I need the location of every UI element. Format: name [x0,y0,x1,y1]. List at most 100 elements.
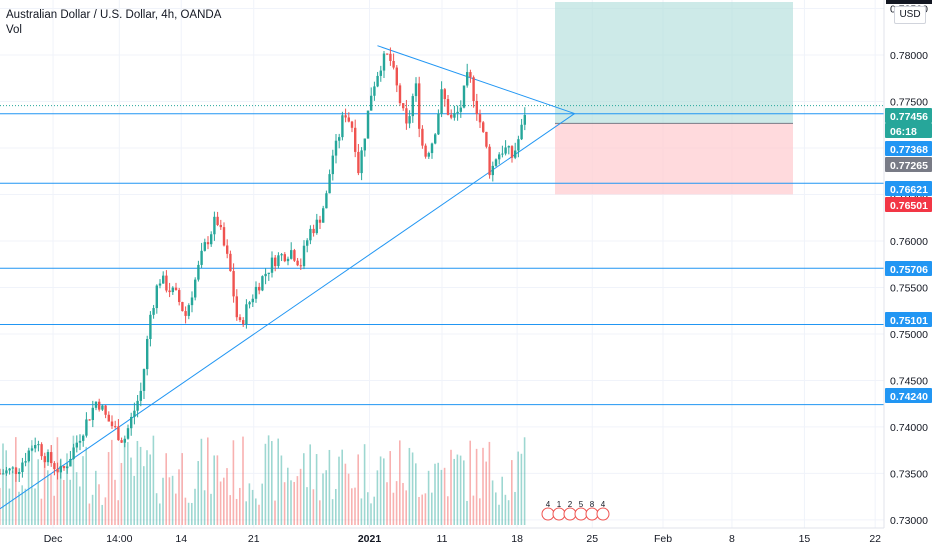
candle [85,412,88,438]
volume-bar [24,488,27,525]
volume-bar [5,450,7,525]
price-tick-label: 0.75500 [890,282,928,294]
candle [162,271,165,284]
take-profit-zone [555,2,793,124]
symbol-title[interactable]: Australian Dollar / U.S. Dollar, 4h, OAN… [6,9,222,21]
price-tick-label: 0.76000 [890,236,928,248]
candle [5,466,8,476]
volume-bar [495,492,497,525]
candle [14,467,18,482]
volume-bar [88,503,91,525]
currency-label[interactable]: USD [894,6,926,24]
time-tick-label: 14 [175,533,187,545]
candle [357,143,360,176]
price-label-text: 0.77265 [890,160,928,172]
time-tick-label: 21 [248,533,260,545]
volume-bar [504,494,507,525]
candle-body [146,339,149,370]
volume-bar [175,493,177,525]
price-label-bg [885,181,932,196]
candle-body [226,245,229,254]
volume-bar [379,456,382,525]
candle-body [482,122,485,132]
volume-bar [328,449,331,525]
volume-bar [111,439,113,525]
candle-body [354,127,357,152]
trend-lines[interactable] [0,45,575,510]
volume-bar [466,500,468,525]
price-label-position-entry: 0.77265 [885,157,932,172]
volume-bar [136,440,139,525]
volume-bar [463,460,465,525]
candle-body [517,139,520,151]
volume-bar [507,500,510,525]
candle-body [72,447,75,459]
candle-body [91,407,94,421]
candle-body [59,465,62,473]
volume-bar [232,440,235,525]
candle-body [274,257,277,267]
volume-bar [299,468,302,525]
candle [194,277,197,301]
volume-bar [459,455,462,525]
candle [43,452,46,468]
volume-bar [200,438,203,525]
candle-body [123,438,126,443]
candle [62,465,66,471]
candle-body [299,265,302,267]
candle [174,282,178,291]
price-label-bg [885,157,932,172]
time-tick-label: 18 [511,533,523,545]
time-tick-label: 2021 [358,533,382,545]
volume-bar [443,467,446,525]
candle [504,140,507,156]
volume-bar [395,481,398,525]
price-label-horizontal-line: 0.75101 [885,312,932,327]
candle-body [411,96,414,117]
volume-indicator-label[interactable]: Vol [6,24,22,36]
candle [229,250,232,272]
candle-body [514,150,517,158]
candle-body [312,228,315,234]
candle-body [501,153,504,155]
candle [248,300,251,309]
candle [338,133,341,149]
candle-body [370,95,373,111]
volume-bar [456,454,459,525]
price-label-bg [885,108,932,123]
candle-body [395,67,398,86]
candle-body [254,286,258,299]
candle [274,255,277,272]
time-axis[interactable]: Dec 14:00 14 21 2021 11 18 25 Feb 8 15 22 [0,527,884,545]
candle-body [130,416,133,429]
price-label-bg [885,123,932,138]
candle [0,468,2,475]
candle [213,211,216,241]
volume-bar [373,496,375,525]
volume-bar [424,493,427,525]
volume-bar [75,472,78,525]
candle [235,289,238,321]
candle-body [43,456,46,463]
candle-body [187,305,190,316]
candle-body [133,410,136,417]
volume-bar [392,492,395,525]
candle-body [357,151,360,174]
volume-bar [389,451,391,525]
candle-body [389,53,392,61]
candle [8,467,11,475]
candle [46,449,50,466]
candle [478,109,482,128]
candle [315,213,318,235]
volume-bar [0,487,1,525]
candle [270,251,274,278]
candle [126,424,130,440]
volume-bar [354,487,356,525]
long-position-tool[interactable] [555,2,793,195]
trend-line [377,45,575,115]
candle-body [232,271,235,297]
candle-body [443,89,446,100]
candle-body [338,137,341,141]
